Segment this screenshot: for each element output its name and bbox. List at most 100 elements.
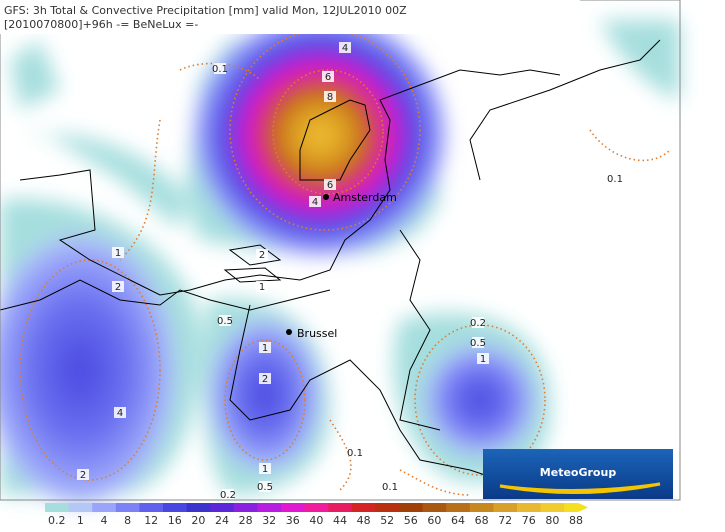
contour-label: 1 bbox=[115, 248, 121, 259]
contour-label: 4 bbox=[312, 197, 318, 208]
label-box bbox=[477, 353, 489, 364]
city-label: Amsterdam bbox=[333, 191, 397, 204]
label-box bbox=[339, 42, 351, 53]
legend-swatch bbox=[422, 503, 447, 512]
contour-label: 8 bbox=[327, 92, 333, 103]
contour-label: 0.5 bbox=[257, 482, 273, 493]
label-box bbox=[384, 481, 396, 492]
contour-label: 0.1 bbox=[382, 482, 398, 493]
legend-label: 88 bbox=[569, 514, 583, 527]
legend-swatch bbox=[92, 503, 117, 512]
legend-label: 20 bbox=[191, 514, 205, 527]
label-box bbox=[256, 281, 268, 292]
legend-swatch bbox=[186, 503, 211, 512]
legend-label: 40 bbox=[309, 514, 323, 527]
city-dot bbox=[286, 329, 292, 335]
color-legend: 0.2 1 4 8 12 16 20 24 28 32 36 40 44 48 52 56 60 64 68 72 76… bbox=[45, 503, 589, 527]
contour-label: 1 bbox=[262, 464, 268, 475]
legend-swatch bbox=[469, 503, 494, 512]
city-dot bbox=[323, 194, 329, 200]
logo-text: MeteoGroup bbox=[540, 466, 617, 479]
label-box bbox=[609, 173, 621, 184]
label-box bbox=[259, 373, 271, 384]
map-frame bbox=[0, 0, 681, 501]
contour-label: 0.5 bbox=[217, 316, 233, 327]
legend-swatch bbox=[517, 503, 542, 512]
contour-label: 2 bbox=[262, 374, 268, 385]
legend-label: 48 bbox=[357, 514, 371, 527]
contour-label: 0.1 bbox=[607, 174, 623, 185]
legend-swatch bbox=[304, 503, 329, 512]
label-box bbox=[259, 463, 271, 474]
legend-swatch bbox=[446, 503, 471, 512]
logo: MeteoGroup bbox=[483, 449, 673, 499]
contour-label: 2 bbox=[259, 250, 265, 261]
contour-label: 1 bbox=[259, 282, 265, 293]
header-line: [2010070800]+96h -= BeNeLux =- bbox=[4, 18, 198, 31]
contour-labels: 0.14686421120.5124210.50.20.10.10.10.20.… bbox=[77, 42, 623, 501]
legend-label: 64 bbox=[451, 514, 465, 527]
contour-label: 0.2 bbox=[470, 318, 486, 329]
label-box bbox=[112, 247, 124, 258]
label-box bbox=[112, 281, 124, 292]
legend-swatch bbox=[233, 503, 258, 512]
legend-swatch bbox=[540, 503, 565, 512]
legend-swatch bbox=[399, 503, 424, 512]
label-box bbox=[259, 342, 271, 353]
legend-label: 44 bbox=[333, 514, 347, 527]
legend-label: 24 bbox=[215, 514, 229, 527]
legend-swatch bbox=[139, 503, 164, 512]
label-box bbox=[114, 407, 126, 418]
legend-label: 12 bbox=[144, 514, 158, 527]
legend-label: 4 bbox=[101, 514, 108, 527]
label-box bbox=[322, 71, 334, 82]
contour-label: 6 bbox=[327, 180, 333, 191]
legend-swatch bbox=[45, 503, 70, 512]
legend-swatch bbox=[210, 503, 235, 512]
contour-label: 6 bbox=[325, 72, 331, 83]
legend-swatch bbox=[328, 503, 353, 512]
legend-label: 0.2 bbox=[48, 514, 66, 527]
contour-label: 4 bbox=[342, 43, 348, 54]
legend-swatch bbox=[115, 503, 140, 512]
label-box bbox=[222, 489, 234, 500]
label-box bbox=[324, 91, 336, 102]
label-box bbox=[324, 179, 336, 190]
legend-swatch bbox=[163, 503, 188, 512]
legend-label: 52 bbox=[380, 514, 394, 527]
legend-swatch bbox=[281, 503, 306, 512]
legend-swatch bbox=[68, 503, 93, 512]
label-box bbox=[219, 315, 231, 326]
label-box bbox=[77, 469, 89, 480]
contour-label: 0.1 bbox=[212, 64, 228, 75]
legend-swatch bbox=[351, 503, 376, 512]
legend-label: 16 bbox=[168, 514, 182, 527]
label-box bbox=[309, 196, 321, 207]
legend-label: 76 bbox=[522, 514, 536, 527]
legend-label: 36 bbox=[286, 514, 300, 527]
contour-label: 4 bbox=[117, 408, 123, 419]
coastlines bbox=[0, 39, 661, 481]
legend-label: 72 bbox=[498, 514, 512, 527]
legend-label: 68 bbox=[475, 514, 489, 527]
contour-label: 0.2 bbox=[220, 490, 236, 501]
legend-label: 32 bbox=[262, 514, 276, 527]
legend-label: 8 bbox=[124, 514, 131, 527]
legend-label: 80 bbox=[545, 514, 559, 527]
legend-label: 60 bbox=[427, 514, 441, 527]
legend-label: 28 bbox=[239, 514, 253, 527]
label-box bbox=[349, 447, 361, 458]
contour-label: 2 bbox=[115, 282, 121, 293]
contour-label: 0.1 bbox=[347, 448, 363, 459]
label-box bbox=[259, 481, 271, 492]
city-label: Brussel bbox=[297, 327, 337, 340]
legend-swatch bbox=[257, 503, 282, 512]
legend-swatch bbox=[564, 503, 589, 512]
header-box bbox=[0, 0, 580, 34]
contour-label: 2 bbox=[80, 470, 86, 481]
legend-swatch bbox=[375, 503, 400, 512]
header-line: GFS: 3h Total & Convective Precipitation… bbox=[4, 4, 407, 17]
contour-label: 0.5 bbox=[470, 338, 486, 349]
label-box bbox=[256, 249, 268, 260]
